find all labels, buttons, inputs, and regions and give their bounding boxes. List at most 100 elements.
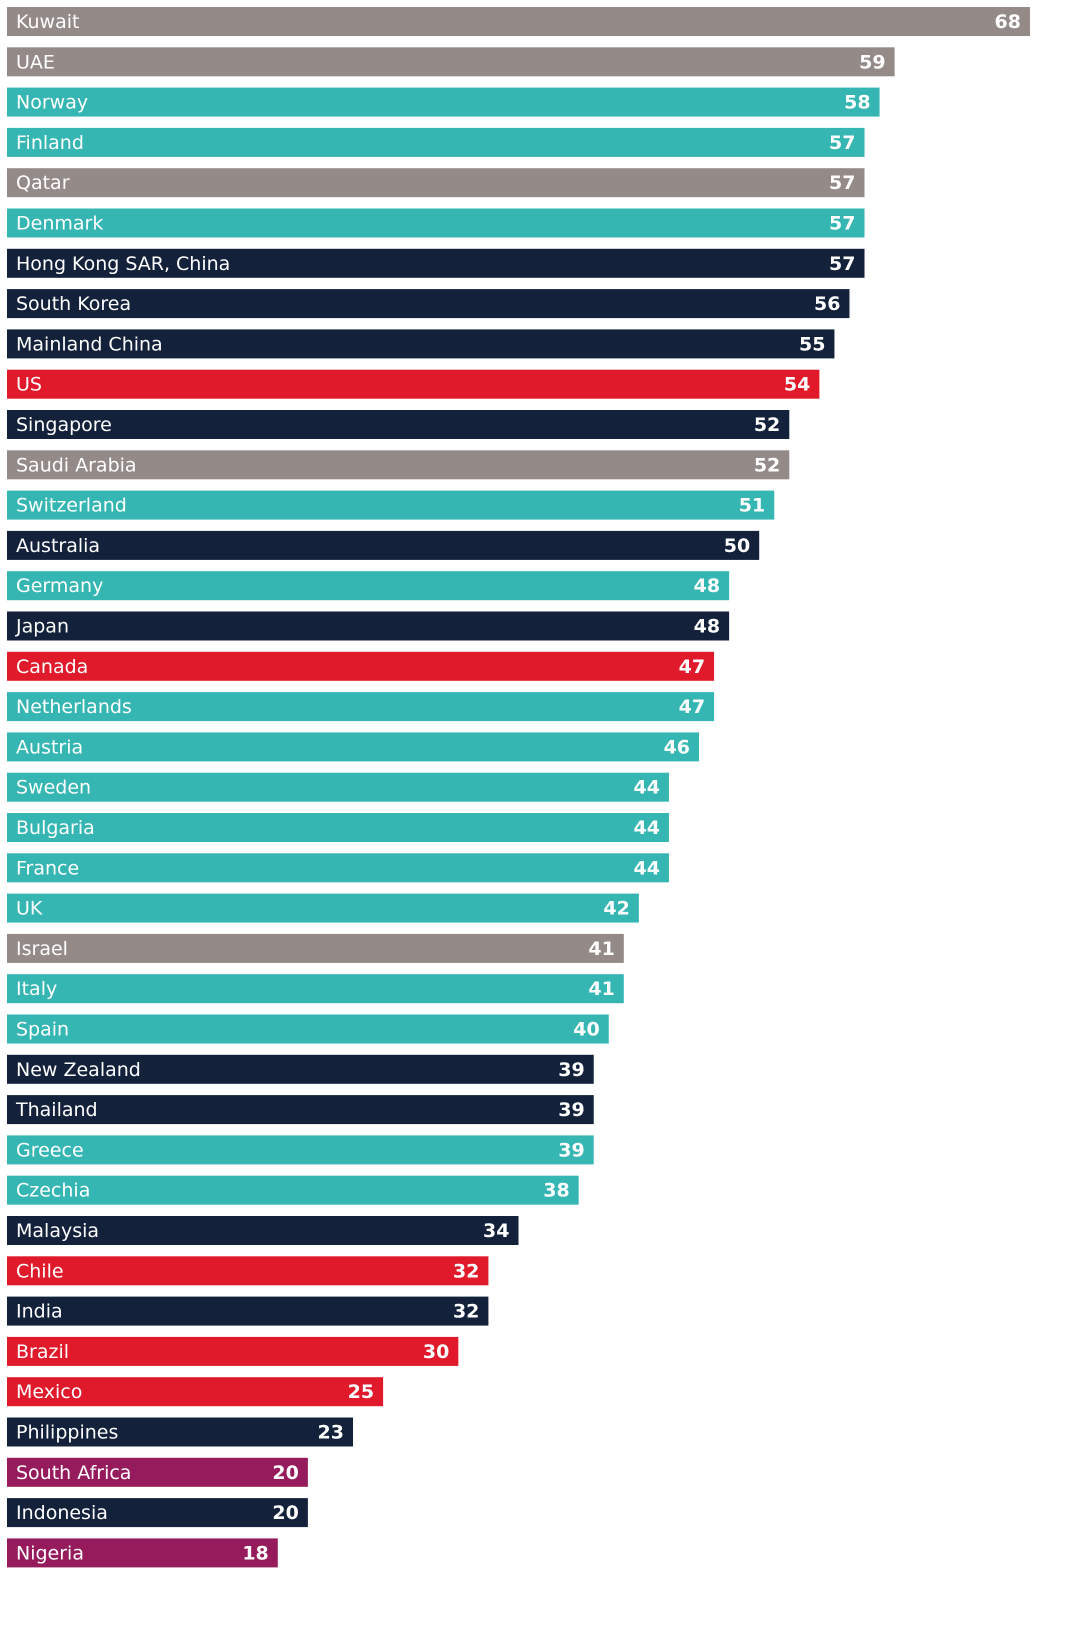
category-label: Indonesia — [16, 1502, 108, 1524]
bar — [7, 1336, 459, 1366]
value-label: 18 — [242, 1542, 268, 1564]
value-label: 51 — [739, 495, 765, 517]
value-label: 57 — [829, 172, 855, 194]
category-label: France — [16, 857, 79, 879]
bar — [7, 369, 820, 399]
bar — [7, 571, 730, 601]
category-label: India — [16, 1301, 63, 1323]
category-label: Bulgaria — [16, 817, 95, 839]
bar — [7, 933, 624, 963]
bar — [7, 530, 760, 560]
category-label: Saudi Arabia — [16, 454, 137, 476]
bar — [7, 248, 865, 278]
category-label: Thailand — [15, 1099, 98, 1121]
bar — [7, 1377, 384, 1407]
category-label: US — [16, 374, 42, 396]
category-label: Qatar — [16, 172, 70, 194]
bar — [7, 732, 700, 762]
bar — [7, 1256, 489, 1286]
value-label: 54 — [784, 374, 810, 396]
bar — [7, 1054, 594, 1084]
value-label: 47 — [679, 656, 705, 678]
value-label: 42 — [603, 898, 629, 920]
value-label: 47 — [679, 696, 705, 718]
value-label: 58 — [844, 92, 870, 114]
value-label: 32 — [453, 1260, 479, 1282]
bar — [7, 329, 835, 359]
category-label: Japan — [15, 616, 69, 638]
value-label: 48 — [694, 575, 720, 597]
value-label: 55 — [799, 333, 825, 355]
value-label: 44 — [633, 777, 659, 799]
bar — [7, 772, 669, 802]
value-label: 38 — [543, 1180, 569, 1202]
bar — [7, 893, 639, 923]
value-label: 68 — [995, 11, 1021, 33]
value-label: 44 — [633, 817, 659, 839]
category-label: Nigeria — [16, 1542, 84, 1564]
value-label: 52 — [754, 454, 780, 476]
value-label: 25 — [348, 1381, 374, 1403]
category-label: Brazil — [16, 1341, 69, 1363]
value-label: 56 — [814, 293, 840, 315]
category-label: Spain — [16, 1019, 69, 1041]
category-label: Denmark — [16, 213, 103, 235]
value-label: 39 — [558, 1139, 584, 1161]
bar — [7, 692, 715, 722]
category-label: Singapore — [16, 414, 112, 436]
category-label: Norway — [16, 92, 88, 114]
category-label: Sweden — [16, 777, 91, 799]
bar — [7, 168, 865, 198]
category-label: Chile — [16, 1260, 64, 1282]
category-label: Netherlands — [16, 696, 132, 718]
bar — [7, 651, 715, 681]
bar — [7, 127, 865, 157]
category-label: New Zealand — [16, 1059, 141, 1081]
category-label: Philippines — [16, 1422, 118, 1444]
category-label: South Korea — [16, 293, 131, 315]
category-label: UK — [16, 898, 43, 920]
value-label: 39 — [558, 1099, 584, 1121]
category-label: Switzerland — [16, 495, 127, 517]
category-label: Israel — [16, 938, 68, 960]
category-label: Australia — [16, 535, 100, 557]
category-label: Finland — [16, 132, 84, 154]
value-label: 57 — [829, 213, 855, 235]
bar — [7, 450, 790, 480]
bar — [7, 1216, 519, 1245]
bar — [7, 974, 624, 1004]
bar — [7, 853, 669, 883]
category-label: Mainland China — [16, 333, 163, 355]
bar — [7, 611, 730, 641]
category-label: Kuwait — [16, 11, 79, 33]
bar — [7, 1135, 594, 1165]
bar — [7, 1014, 609, 1044]
bar — [7, 1457, 308, 1487]
bar — [7, 289, 850, 319]
bar — [7, 87, 880, 117]
value-label: 32 — [453, 1301, 479, 1323]
value-label: 41 — [588, 978, 614, 1000]
bar — [7, 813, 669, 842]
category-label: Malaysia — [16, 1220, 99, 1242]
bar — [7, 1538, 278, 1568]
bar — [7, 1498, 308, 1528]
value-label: 20 — [272, 1462, 298, 1484]
category-label: Czechia — [16, 1180, 90, 1202]
value-label: 41 — [588, 938, 614, 960]
value-label: 39 — [558, 1059, 584, 1081]
category-label: UAE — [16, 51, 55, 73]
category-label: Greece — [16, 1139, 84, 1161]
bar — [7, 410, 790, 439]
category-label: Germany — [16, 575, 103, 597]
bar — [7, 47, 895, 77]
category-label: Mexico — [16, 1381, 82, 1403]
bar — [7, 1417, 354, 1447]
category-label: Italy — [16, 978, 57, 1000]
value-label: 20 — [272, 1502, 298, 1524]
bar — [7, 7, 1030, 36]
value-label: 30 — [423, 1341, 449, 1363]
category-label: Canada — [16, 656, 88, 678]
value-label: 50 — [724, 535, 750, 557]
